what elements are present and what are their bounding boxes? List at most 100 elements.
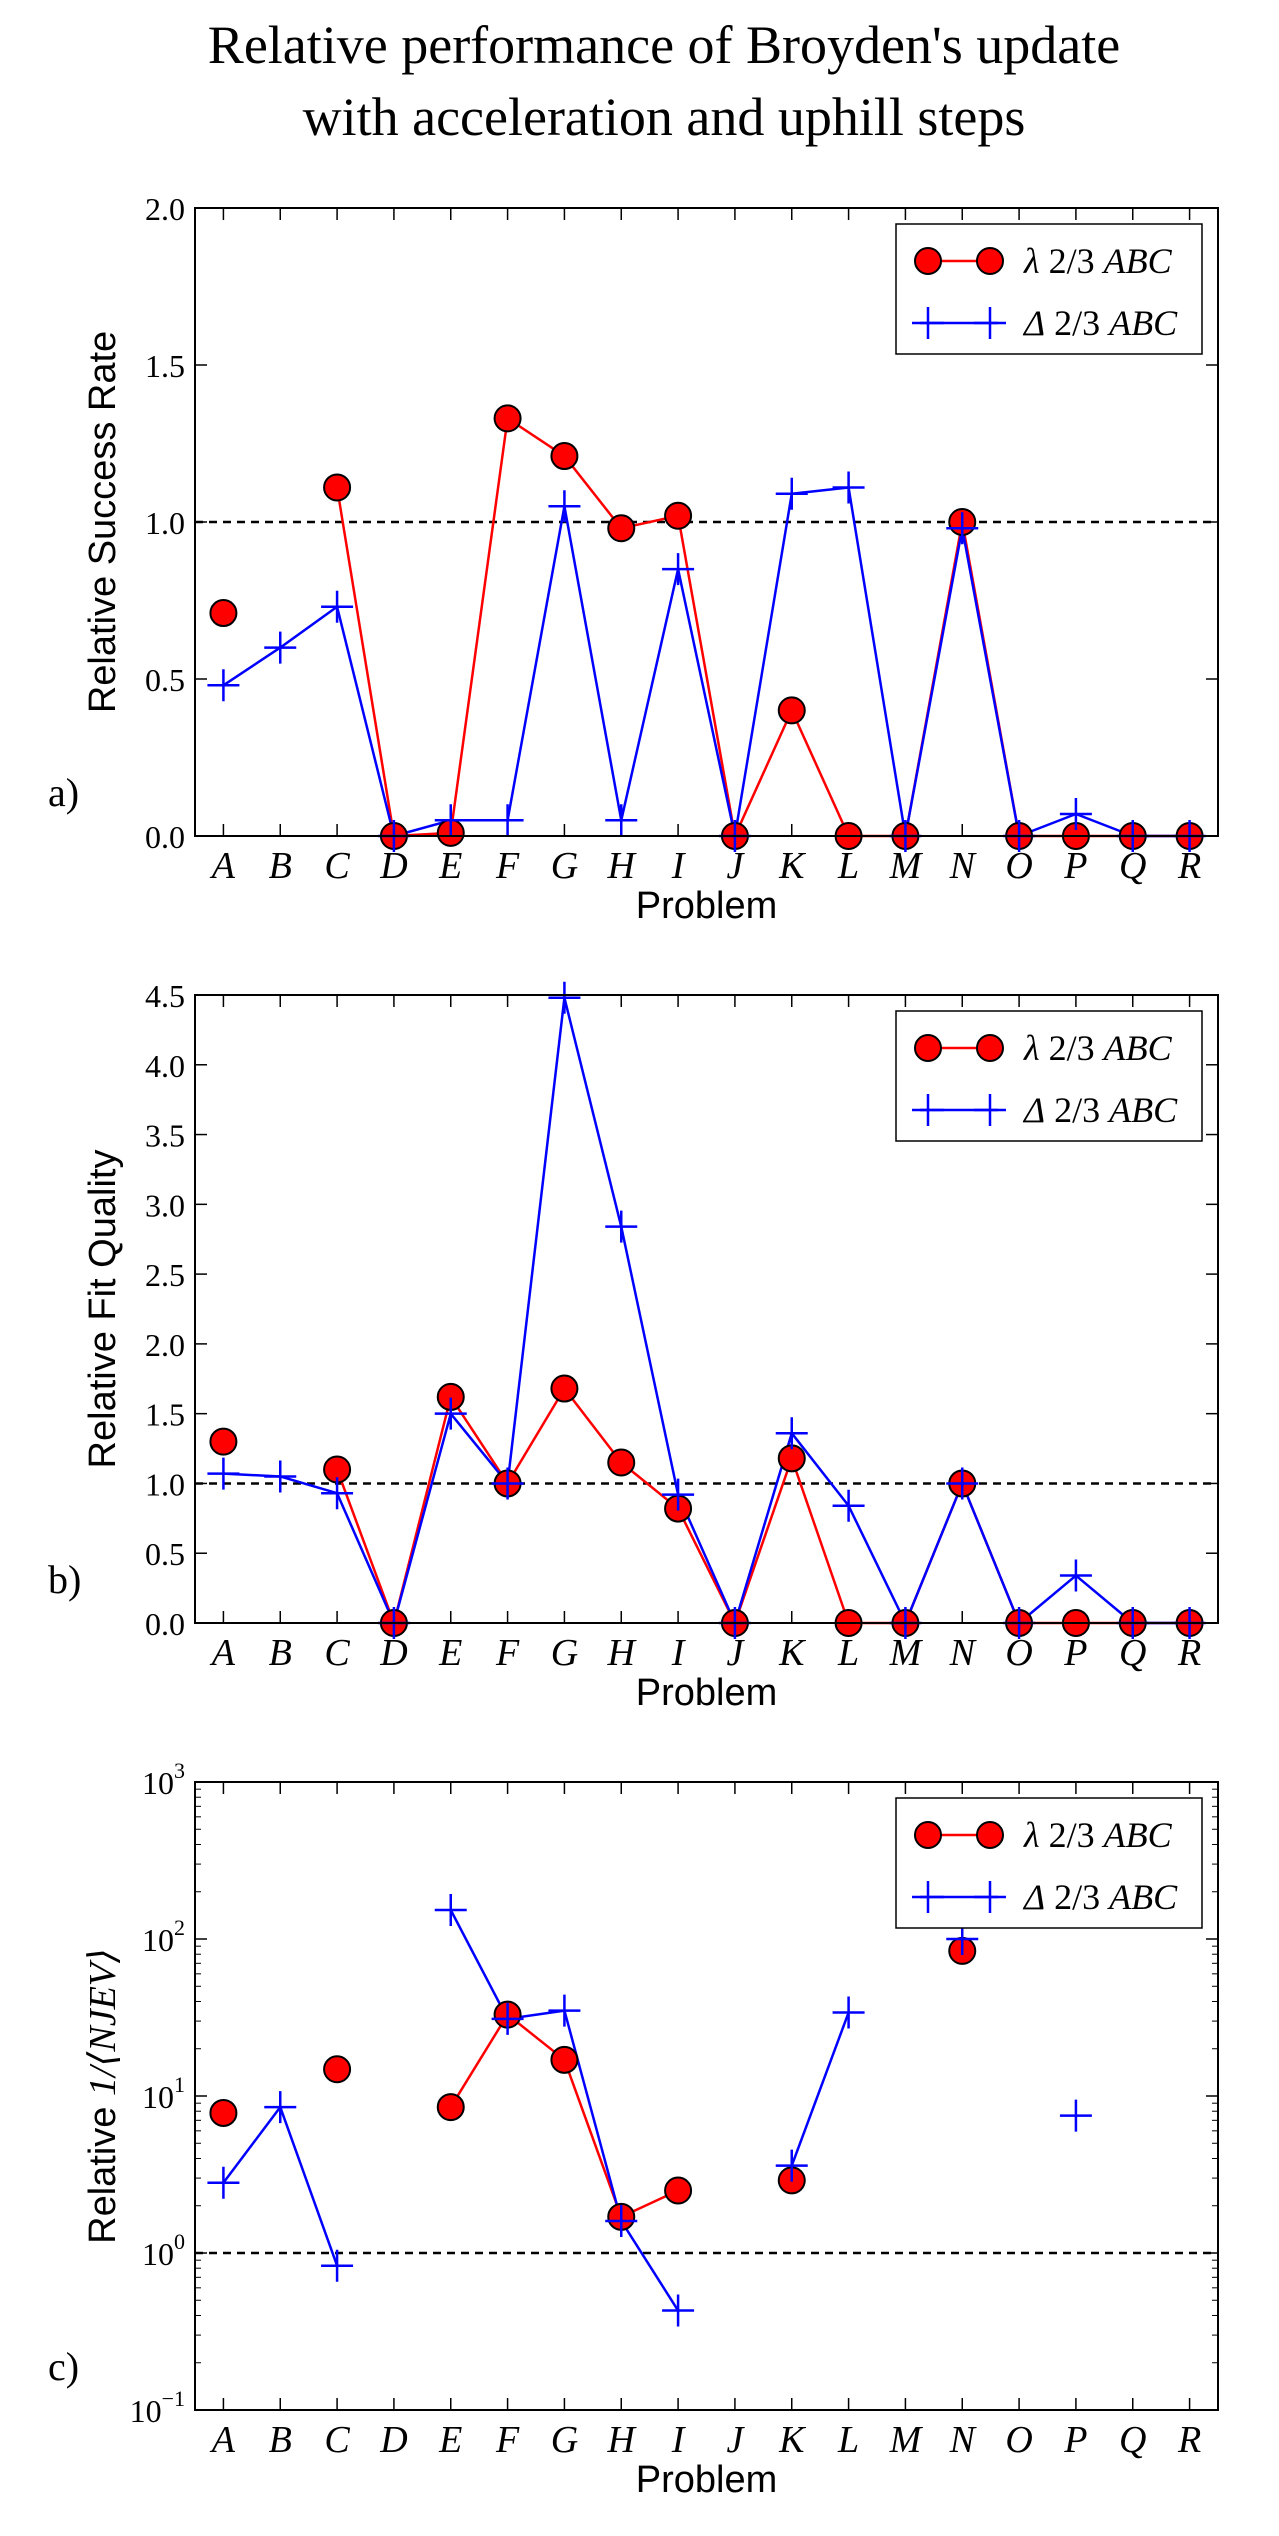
- delta-point-p: [1059, 1559, 1092, 1592]
- legend-lambda-label: λ 2/3 ABC: [1023, 241, 1173, 281]
- delta-point-n: [946, 512, 979, 545]
- delta-point-n: [946, 1467, 979, 1500]
- x-tick-label-l: L: [837, 845, 859, 887]
- chart-panel-1: 0.00.51.01.52.0A B C D E F G H I J K L M N O P Q RProblem…: [48, 191, 1219, 927]
- x-tick-label-j: J: [726, 1632, 745, 1674]
- x-tick-label-d: D: [379, 2419, 407, 2461]
- x-tick-label-k: K: [778, 2419, 806, 2461]
- y-tick-label-exponent: 0: [174, 2229, 185, 2254]
- lambda-point-f: [493, 404, 522, 433]
- y-tick-label: 102: [142, 1915, 185, 1958]
- x-tick-label-r: R: [1177, 2419, 1201, 2461]
- legend-symbol: Δ: [1022, 303, 1045, 343]
- legend-lambda-marker: [976, 247, 1004, 275]
- legend-fraction: 2/3: [1040, 1028, 1104, 1068]
- legend-delta-marker: [974, 1881, 1006, 1913]
- y-axis-label: Relative Success Rate: [82, 331, 124, 713]
- x-tick-label-a: A: [209, 845, 236, 887]
- x-tick-label-k: K: [778, 1632, 806, 1674]
- x-tick-label-p: P: [1063, 1632, 1087, 1674]
- legend-delta-marker: [912, 1094, 944, 1126]
- y-tick-label-base: 10: [142, 2079, 174, 2115]
- delta-series-line: [449, 1909, 680, 2312]
- delta-point-g: [548, 490, 581, 523]
- x-tick-label-l: L: [837, 1632, 859, 1674]
- delta-point-e: [434, 1894, 467, 1926]
- y-tick-label: 0.0: [145, 1606, 185, 1642]
- axes-frame: [194, 1781, 1219, 2411]
- lambda-point-h: [607, 1448, 636, 1477]
- x-tick-label-h: H: [607, 845, 638, 887]
- x-tick-label-o: O: [1005, 2419, 1032, 2461]
- legend-delta-marker: [974, 307, 1006, 339]
- lambda-point-c: [323, 2055, 352, 2084]
- delta-point-b: [264, 1460, 297, 1493]
- legend-lambda-label: λ 2/3 ABC: [1023, 1028, 1173, 1068]
- legend-delta-marker: [912, 1881, 944, 1913]
- y-tick-label: 101: [142, 2072, 185, 2115]
- delta-point-k: [775, 2149, 808, 2182]
- x-tick-label-j: J: [726, 845, 745, 887]
- legend-box: [895, 1010, 1203, 1142]
- delta-point-i: [662, 553, 695, 586]
- delta-point-g: [548, 981, 581, 1014]
- x-tick-label-i: I: [671, 2419, 687, 2461]
- legend-tag: ABC: [1107, 1090, 1178, 1130]
- lambda-point-i: [664, 2176, 693, 2205]
- legend-delta-marker: [912, 307, 944, 339]
- delta-series-line: [222, 2105, 339, 2267]
- legend-lambda-marker: [976, 1821, 1004, 1849]
- lambda-point-h: [607, 514, 636, 543]
- y-axis-label-math: 1/⟨NJEV⟩: [82, 1948, 124, 2096]
- delta-series-line: [222, 486, 1190, 838]
- delta-point-f: [491, 804, 524, 837]
- data-marks: [207, 1894, 1092, 2327]
- delta-point-i: [662, 1478, 695, 1511]
- y-tick-label: 103: [142, 1758, 185, 1801]
- delta-point-a: [207, 2166, 240, 2199]
- y-tick-label: 3.0: [145, 1187, 185, 1223]
- y-tick-label: 1.0: [145, 505, 185, 541]
- legend-box: [895, 223, 1203, 355]
- legend-tag: ABC: [1107, 1877, 1178, 1917]
- data-marks: [207, 404, 1206, 852]
- lambda-point-a: [209, 599, 238, 628]
- y-tick-label-base: 10: [130, 2393, 162, 2429]
- lambda-point-k: [777, 1444, 806, 1473]
- y-axis-label: Relative Fit Quality: [82, 1150, 124, 1469]
- y-tick-label-exponent: 2: [174, 1915, 185, 1940]
- y-tick-label-base: 10: [142, 1922, 174, 1958]
- x-tick-label-g: G: [551, 2419, 578, 2461]
- chart-title-line-2: with acceleration and uphill steps: [303, 87, 1026, 147]
- x-tick-label-g: G: [551, 845, 578, 887]
- lambda-point-a: [209, 1427, 238, 1456]
- y-tick-label: 100: [142, 2229, 185, 2272]
- axes-frame: [194, 994, 1219, 1624]
- delta-point-c: [321, 2249, 354, 2282]
- delta-point-e: [434, 1397, 467, 1430]
- delta-point-c: [321, 1477, 354, 1510]
- delta-point-l: [832, 1996, 865, 2029]
- y-tick-label: 3.5: [145, 1118, 185, 1154]
- x-tick-label-e: E: [438, 2419, 462, 2461]
- delta-point-k: [775, 1417, 808, 1450]
- legend-symbol: Δ: [1022, 1877, 1045, 1917]
- x-tick-label-n: N: [949, 845, 978, 887]
- legend-fraction: 2/3: [1045, 303, 1109, 343]
- y-tick-label: 4.5: [145, 978, 185, 1014]
- x-tick-label-k: K: [778, 845, 806, 887]
- legend-delta-label: Δ 2/3 ABC: [1022, 303, 1178, 343]
- x-tick-label-l: L: [837, 2419, 859, 2461]
- x-tick-label-g: G: [551, 1632, 578, 1674]
- x-tick-label-e: E: [438, 1632, 462, 1674]
- y-tick-label: 0.5: [145, 1536, 185, 1572]
- x-tick-label-c: C: [324, 845, 350, 887]
- legend-tag: ABC: [1102, 241, 1173, 281]
- delta-point-k: [775, 477, 808, 510]
- legend-delta-label: Δ 2/3 ABC: [1022, 1877, 1178, 1917]
- x-tick-label-p: P: [1063, 845, 1087, 887]
- panel-label: b): [48, 1557, 81, 1602]
- axes-frame: [194, 207, 1219, 837]
- legend-symbol: λ: [1023, 1028, 1040, 1068]
- delta-point-a: [207, 669, 240, 702]
